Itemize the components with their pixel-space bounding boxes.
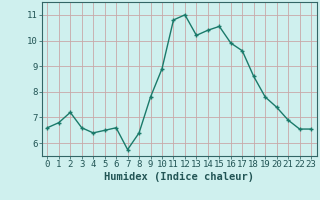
X-axis label: Humidex (Indice chaleur): Humidex (Indice chaleur) bbox=[104, 172, 254, 182]
